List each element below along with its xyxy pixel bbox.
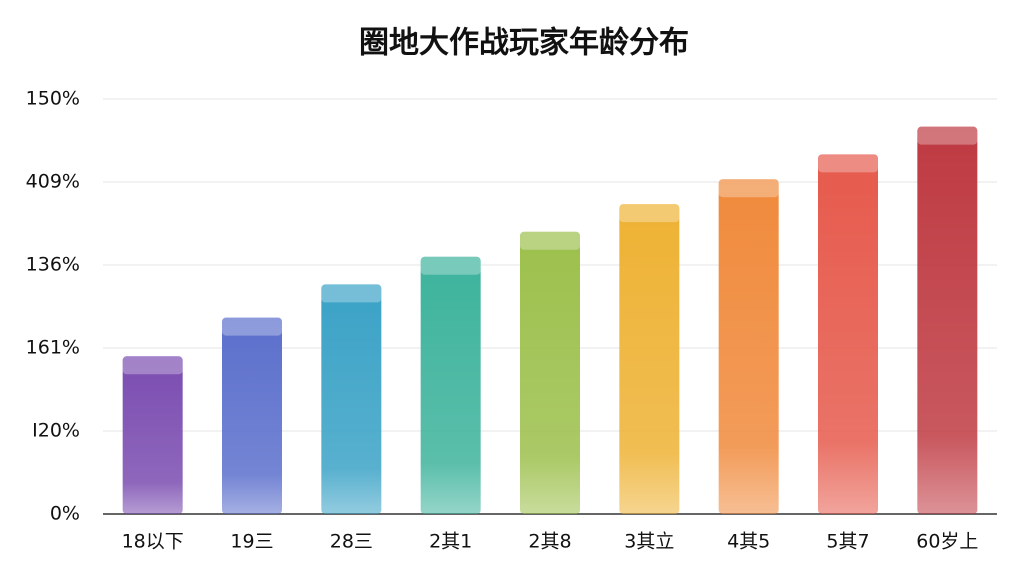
- bar: [917, 126, 978, 515]
- y-tick-label: 161%: [26, 337, 80, 359]
- x-tick-label: 5其7: [826, 531, 869, 553]
- bar-cap: [718, 179, 779, 198]
- bar-cap: [420, 256, 481, 275]
- bar: [619, 204, 680, 514]
- y-tick-label: 150%: [26, 88, 80, 110]
- bar: [420, 256, 481, 514]
- x-tick-label: 3其立: [624, 531, 674, 553]
- bar-cap: [917, 126, 978, 145]
- bar: [818, 154, 878, 515]
- bar: [321, 284, 382, 514]
- x-tick-label: 2其8: [528, 531, 571, 553]
- bar-cap: [321, 284, 382, 303]
- y-tick-label: 0%: [50, 503, 80, 525]
- x-tick-label: 2其1: [429, 531, 472, 553]
- bar-cap: [222, 317, 282, 336]
- chart-title: 圈地大作战玩家年龄分布: [359, 26, 689, 61]
- bar-cap: [122, 356, 183, 375]
- x-tick-label: 4其5: [727, 531, 770, 553]
- x-tick-label: 18以下: [122, 531, 184, 553]
- bar: [122, 356, 183, 514]
- bar-cap: [818, 154, 878, 173]
- y-tick-label: 409%: [26, 171, 80, 193]
- bar: [718, 179, 779, 514]
- bar-cap: [520, 231, 580, 250]
- bar: [520, 231, 580, 515]
- y-tick-label: 136%: [26, 254, 80, 276]
- y-tick-label: I20%: [32, 420, 80, 442]
- x-tick-label: 60岁上: [916, 531, 978, 553]
- bar: [222, 317, 282, 514]
- bar-cap: [619, 204, 680, 223]
- x-tick-label: 28三: [330, 531, 373, 553]
- x-tick-label: 19三: [230, 531, 273, 553]
